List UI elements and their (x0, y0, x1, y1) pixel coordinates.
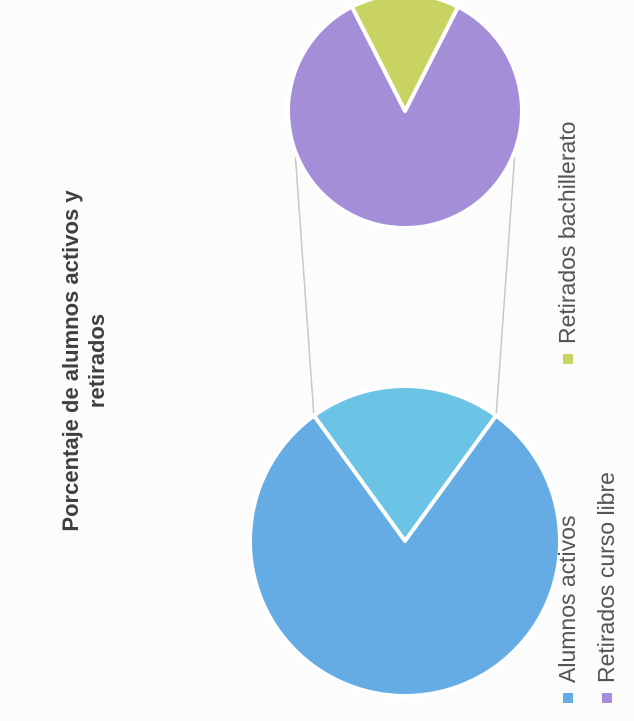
pie-slice-retirados-bachillerato (349, 0, 461, 113)
legend-item-retirados-curso-libre: Retirados curso libre (593, 472, 620, 703)
secondary-pie (286, 0, 524, 230)
legend-swatch-retirados-curso-libre (601, 693, 612, 703)
pie-slice-alumnos-activos (248, 413, 562, 698)
legend-item-retirados-bachillerato: Retirados bachillerato (554, 122, 581, 364)
legend-label: Retirados curso libre (593, 472, 619, 683)
primary-pie (248, 384, 562, 698)
legend-swatch-alumnos-activos (562, 693, 573, 703)
connector-line-top (292, 122, 315, 416)
pie-slice-retirados (311, 384, 499, 543)
legend-swatch-retirados-bachillerato (562, 354, 573, 364)
legend-label: Retirados bachillerato (554, 121, 580, 344)
connector-line-bottom (495, 122, 518, 416)
pie-slice-retirados-curso-libre (286, 4, 524, 230)
connector-lines (292, 122, 518, 416)
legend-item-alumnos-activos: Alumnos activos (554, 516, 581, 703)
legend-label: Alumnos activos (554, 515, 580, 683)
